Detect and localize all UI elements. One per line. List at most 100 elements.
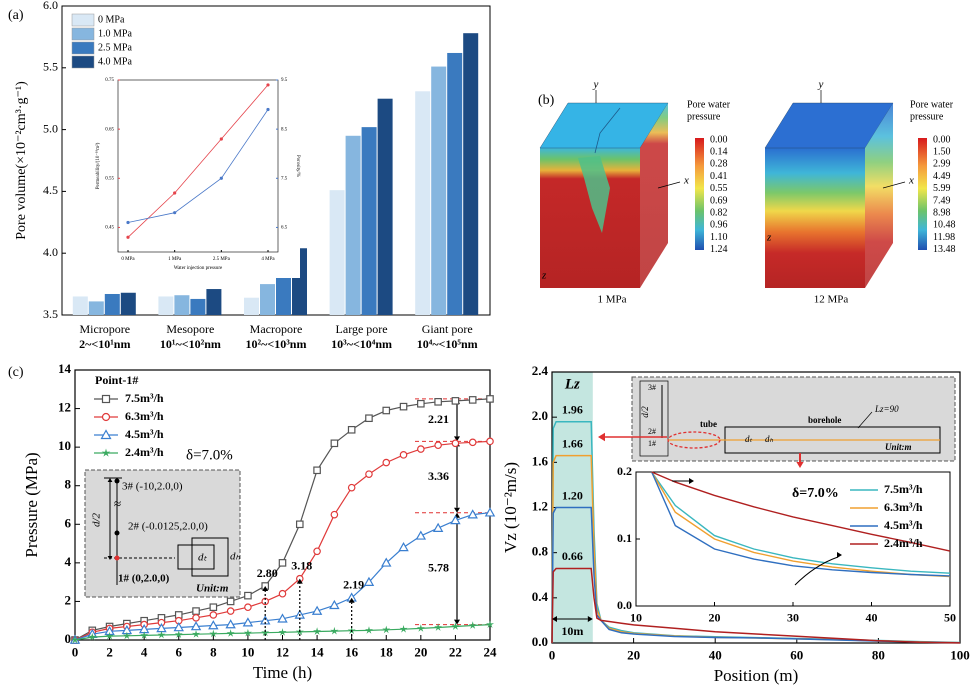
colorbar-label: 7.49 <box>933 195 951 206</box>
category-range: 10³~<10⁴nm <box>331 337 392 351</box>
y-axis-title: Pore volume(×10⁻²cm³·g⁻¹) <box>14 81 29 240</box>
bar <box>415 91 430 315</box>
bar <box>378 99 393 315</box>
x-axis-title: Water injection pressure <box>174 266 223 271</box>
x-tick-label: 8 <box>210 645 217 660</box>
y-tick-label: 2 <box>65 592 72 607</box>
marker <box>245 604 251 610</box>
x-axis-title: Position (m) <box>714 666 799 685</box>
y-tick-label: 6.0 <box>43 0 58 12</box>
figure: (a)(b)(c)3.54.04.55.05.56.0Pore volume(×… <box>0 0 977 689</box>
legend-label: 6.3m³/h <box>884 500 923 514</box>
marker <box>400 452 406 458</box>
colorbar-label: 0.96 <box>710 220 728 231</box>
colorbar-label: 0.28 <box>710 159 728 170</box>
y-tick-label: 0.55 <box>105 176 114 181</box>
y-tick-label: 0.2 <box>617 464 632 478</box>
y2-axis-title: Porosity/% <box>295 155 300 177</box>
marker <box>266 83 269 86</box>
legend-swatch <box>72 14 94 26</box>
schematic-label: Unit:m <box>196 583 229 595</box>
schematic-label: 1# (0,2.0,0) <box>118 573 170 585</box>
marker <box>348 427 354 433</box>
schematic-label: tube <box>700 419 717 429</box>
marker <box>314 467 320 473</box>
x-tick-label: 20 <box>627 648 640 663</box>
colorbar-label: 8.98 <box>933 207 951 218</box>
schematic-label: dₕ <box>765 434 774 444</box>
y-tick-label: 4.5 <box>43 183 58 197</box>
legend-label: 4.5m³/h <box>884 518 923 532</box>
y-tick-label: 1.6 <box>532 453 549 468</box>
x-tick-label: 22 <box>449 645 462 660</box>
legend-label: 2.5 MPa <box>98 42 132 53</box>
bar <box>362 127 377 315</box>
bar <box>330 190 345 315</box>
schematic-label: 2# <box>648 427 656 436</box>
y2-tick-label: 8.5 <box>281 127 288 132</box>
cube-caption: 12 MPa <box>814 294 849 306</box>
plateau-label: 1.20 <box>562 488 583 502</box>
colorbar-title: pressure <box>910 111 944 122</box>
y2-tick-label: 7.5 <box>281 176 288 181</box>
marker <box>314 548 320 554</box>
colorbar-label: 11.98 <box>933 232 955 243</box>
marker <box>210 604 216 610</box>
bar <box>174 295 189 315</box>
marker <box>297 521 303 527</box>
y-tick-label: 0.1 <box>617 531 632 545</box>
category-range: 10⁴~<10⁵nm <box>417 337 478 351</box>
marker <box>383 459 389 465</box>
marker <box>126 236 129 239</box>
difference-label: 3.36 <box>428 469 449 483</box>
cube-caption: 1 MPa <box>597 294 626 306</box>
y2-tick-label: 9.5 <box>281 78 288 83</box>
schematic-point <box>115 556 120 561</box>
x-tick-label: 40 <box>709 648 722 663</box>
colorbar-label: 5.99 <box>933 183 951 194</box>
marker <box>399 543 407 550</box>
schematic-label: borehole <box>808 415 841 425</box>
x-tick-label: 24 <box>484 645 498 660</box>
x-tick-label: 12 <box>276 645 289 660</box>
x-tick-label: 30 <box>787 611 799 625</box>
category-range: 10¹~<10²nm <box>160 337 221 351</box>
colorbar-title: pressure <box>687 111 721 122</box>
colorbar-label: 1.24 <box>710 244 728 255</box>
legend-label: 0 MPa <box>98 14 125 25</box>
x-tick-label: 14 <box>311 645 325 660</box>
axis-letter: x <box>908 175 914 187</box>
colorbar-label: 10.48 <box>933 220 956 231</box>
legend-label: 2.4m³/h <box>125 445 164 459</box>
marker <box>487 396 493 402</box>
marker <box>452 398 458 404</box>
y-tick-label: 0.8 <box>532 544 549 559</box>
y-tick-label: 4 <box>65 554 72 569</box>
bar <box>89 301 104 315</box>
colorbar-label: 1.50 <box>933 146 951 157</box>
marker <box>279 560 285 566</box>
colorbar-label: 0.69 <box>710 195 728 206</box>
x-tick-label: 40 <box>866 611 878 625</box>
x-tick-label: 0 <box>549 648 556 663</box>
y-tick-label: 0.4 <box>532 589 549 604</box>
difference-label: 2.21 <box>428 412 449 426</box>
y-tick-label: 14 <box>58 361 72 376</box>
schematic-point <box>115 531 120 536</box>
marker <box>266 108 269 111</box>
marker <box>435 442 441 448</box>
colorbar-label: 4.49 <box>933 171 951 182</box>
marker <box>383 407 389 413</box>
bar <box>431 67 446 315</box>
annotation-label: 2.19 <box>343 578 364 592</box>
colorbar-title: Pore water <box>687 99 731 110</box>
marker <box>173 211 176 214</box>
colorbar-label: 0.14 <box>710 146 728 157</box>
y-tick-label: 0.45 <box>105 226 114 231</box>
legend-swatch <box>72 28 94 40</box>
axis-letter: y <box>818 79 824 91</box>
y-tick-label: 5.0 <box>43 121 58 135</box>
marker <box>103 396 110 403</box>
schematic-label: 3# (-10,2.0,0) <box>122 481 183 493</box>
category-range: 2~<10¹nm <box>79 337 130 351</box>
